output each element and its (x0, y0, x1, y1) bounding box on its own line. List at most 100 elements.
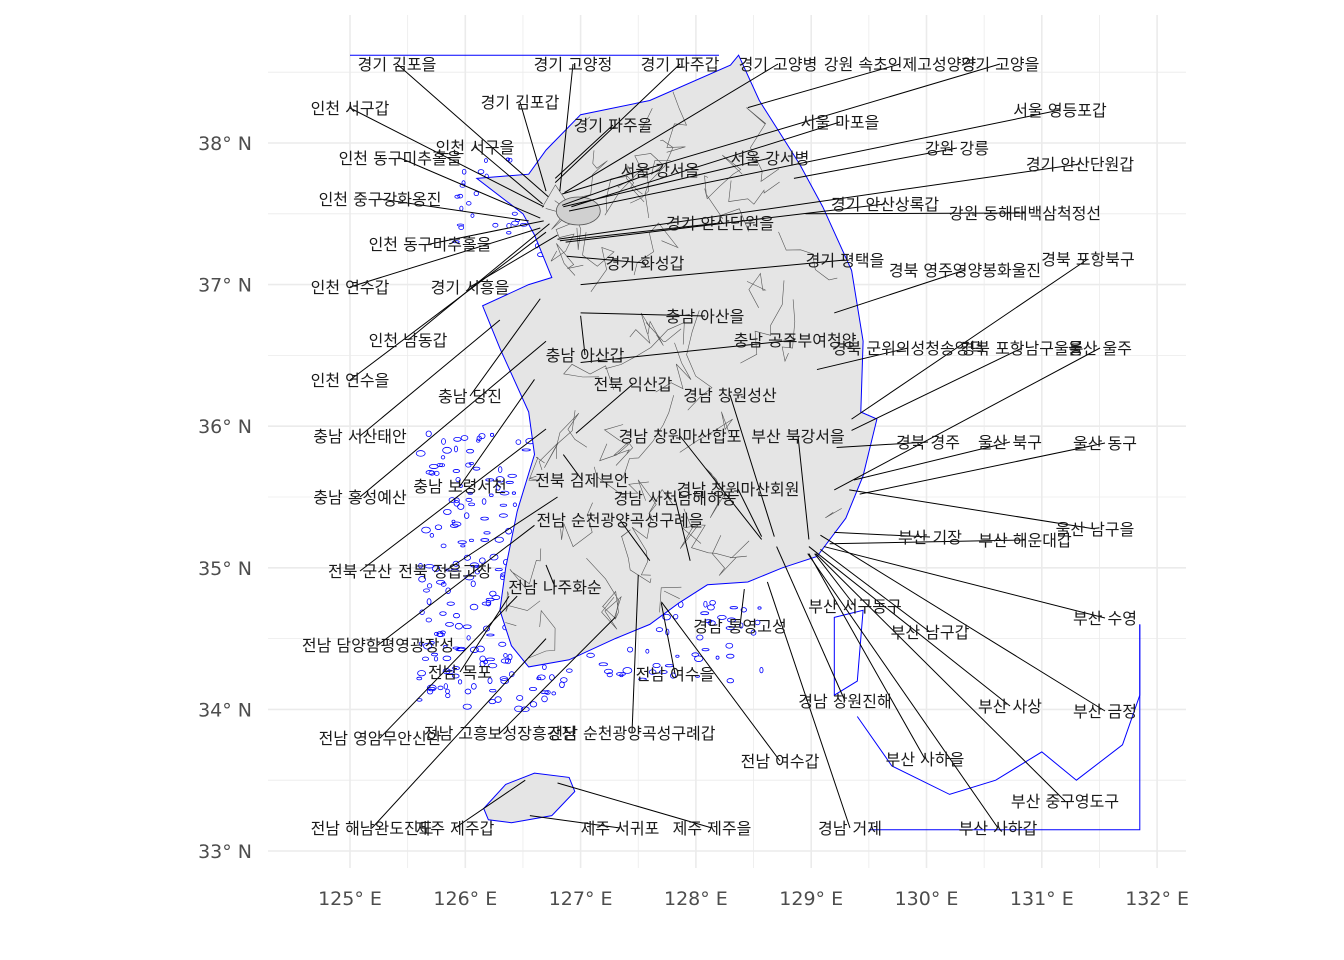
island (453, 436, 462, 442)
leader-line (580, 339, 796, 363)
district-boundary (605, 175, 645, 213)
island (729, 606, 739, 610)
island (425, 430, 432, 438)
district-boundary (556, 243, 584, 276)
island (541, 695, 548, 703)
leader-line (747, 63, 901, 109)
island (655, 627, 664, 633)
leader-line (808, 553, 926, 760)
district-label: 전남 나주화순 (508, 578, 601, 597)
island (443, 683, 448, 690)
island (470, 683, 477, 690)
island (725, 625, 735, 630)
district-label: 전남 고흥보성장흥강진 (424, 724, 576, 743)
island (754, 619, 761, 626)
district-label: 경북 경주 (896, 433, 960, 452)
island (498, 513, 508, 518)
island (717, 614, 727, 620)
island (426, 583, 433, 589)
island (511, 211, 518, 216)
island (454, 497, 460, 504)
island (454, 194, 461, 199)
island (455, 477, 461, 483)
lon-tick-label: 127° E (549, 888, 613, 910)
island (487, 677, 493, 684)
island (673, 613, 679, 620)
district-label: 서울 강서을 (621, 161, 700, 180)
leader-line (499, 617, 616, 734)
island (450, 568, 459, 572)
district-boundary (740, 280, 785, 364)
district-label: 부산 서구동구 (808, 597, 901, 616)
island (418, 641, 424, 647)
island (443, 508, 452, 515)
island (434, 524, 443, 530)
island (520, 706, 530, 713)
lat-tick-label: 38° N (198, 133, 252, 155)
island (489, 432, 495, 437)
district-label: 부산 사하갑 (959, 819, 1038, 838)
leader-line (580, 315, 586, 356)
label-leader-lines (349, 63, 1106, 829)
island (606, 672, 613, 678)
island (466, 201, 472, 206)
island (487, 663, 498, 669)
island (440, 455, 446, 460)
district-label: 강원 동해태백삼척정선 (949, 204, 1101, 223)
island (425, 470, 435, 475)
district-boundary (556, 412, 588, 459)
lon-tick-label: 128° E (664, 888, 728, 910)
island (494, 536, 504, 543)
island (495, 484, 501, 491)
leader-line (674, 497, 691, 561)
leader-line (559, 222, 721, 242)
lat-tick-label: 35° N (198, 558, 252, 580)
district-boundary (613, 441, 633, 466)
district-boundary (586, 557, 619, 620)
district-label: 제주 제주을 (673, 819, 752, 838)
district-label: 울산 울주 (1068, 339, 1132, 358)
island (481, 498, 487, 505)
island (622, 667, 633, 674)
district-label: 전남 순천광양곡성구례을 (536, 511, 703, 530)
island (520, 222, 528, 227)
district-label: 충남 홍성예산 (313, 488, 407, 507)
island (448, 497, 456, 503)
island (472, 466, 481, 471)
leader-line (371, 638, 547, 829)
leader-line (565, 203, 886, 243)
district-label: 부산 해운대갑 (978, 531, 1072, 550)
district-label: 서울 영등포갑 (1013, 101, 1107, 120)
island (469, 538, 474, 543)
island (468, 502, 476, 507)
island (542, 664, 547, 670)
island (437, 685, 444, 691)
island (499, 676, 509, 681)
leader-line (564, 63, 779, 193)
coastline-east (856, 624, 1141, 795)
offshore-islands (350, 54, 1141, 831)
island (461, 168, 467, 175)
district-label: 전남 여수을 (636, 665, 715, 684)
island (485, 478, 495, 482)
leader-line (379, 198, 529, 222)
leader-line (562, 454, 583, 481)
leader-line (829, 539, 1026, 545)
island (536, 676, 542, 681)
leader-line (444, 496, 558, 572)
island (725, 642, 734, 649)
leader-line (554, 63, 681, 184)
district-label: 경북 포항남구울릉 (961, 339, 1084, 358)
island (442, 655, 452, 662)
district-label: 전북 정읍고창 (398, 562, 492, 581)
district-boundary (728, 180, 780, 205)
district-label: 강원 속초인제고성양양 (824, 55, 977, 74)
island (433, 656, 439, 662)
leader-line (429, 220, 544, 245)
leader-line (737, 488, 763, 537)
island (458, 225, 465, 230)
island (503, 653, 508, 658)
district-label: 경남 창원성산 (683, 386, 777, 405)
district-label: 울산 남구을 (1056, 520, 1135, 539)
latitude-tick-labels: 33° N 34° N 35° N 36° N 37° N 38° N (198, 133, 252, 863)
